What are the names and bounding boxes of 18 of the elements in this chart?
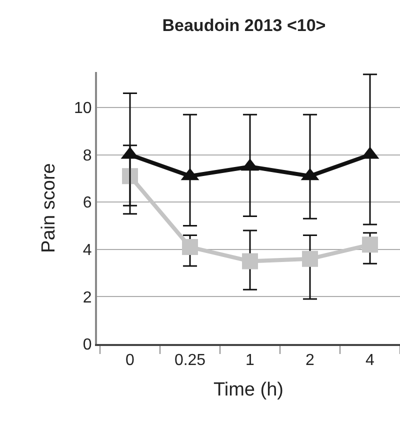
y-tick-label: 8	[82, 147, 92, 164]
x-axis-title: Time (h)	[213, 380, 284, 400]
y-tick-label: 2	[82, 289, 92, 306]
x-tick-label: 0	[126, 352, 135, 370]
point	[302, 250, 318, 267]
x-tick-label: 0.25	[174, 352, 206, 370]
point	[242, 253, 258, 270]
chart-title: Beaudoin 2013 <10>	[162, 16, 326, 36]
x-tick-label: 4	[366, 352, 375, 370]
y-axis-title: Pain score	[38, 163, 60, 253]
x-tick-label: 1	[246, 352, 255, 370]
y-tick-label: 10	[74, 100, 92, 118]
point	[182, 239, 198, 256]
y-tick-label: 4	[82, 242, 92, 259]
point	[362, 236, 378, 253]
x-tick-label: 2	[306, 352, 315, 370]
y-tick-label: 0	[82, 336, 92, 354]
y-tick-label: 6	[82, 194, 92, 212]
